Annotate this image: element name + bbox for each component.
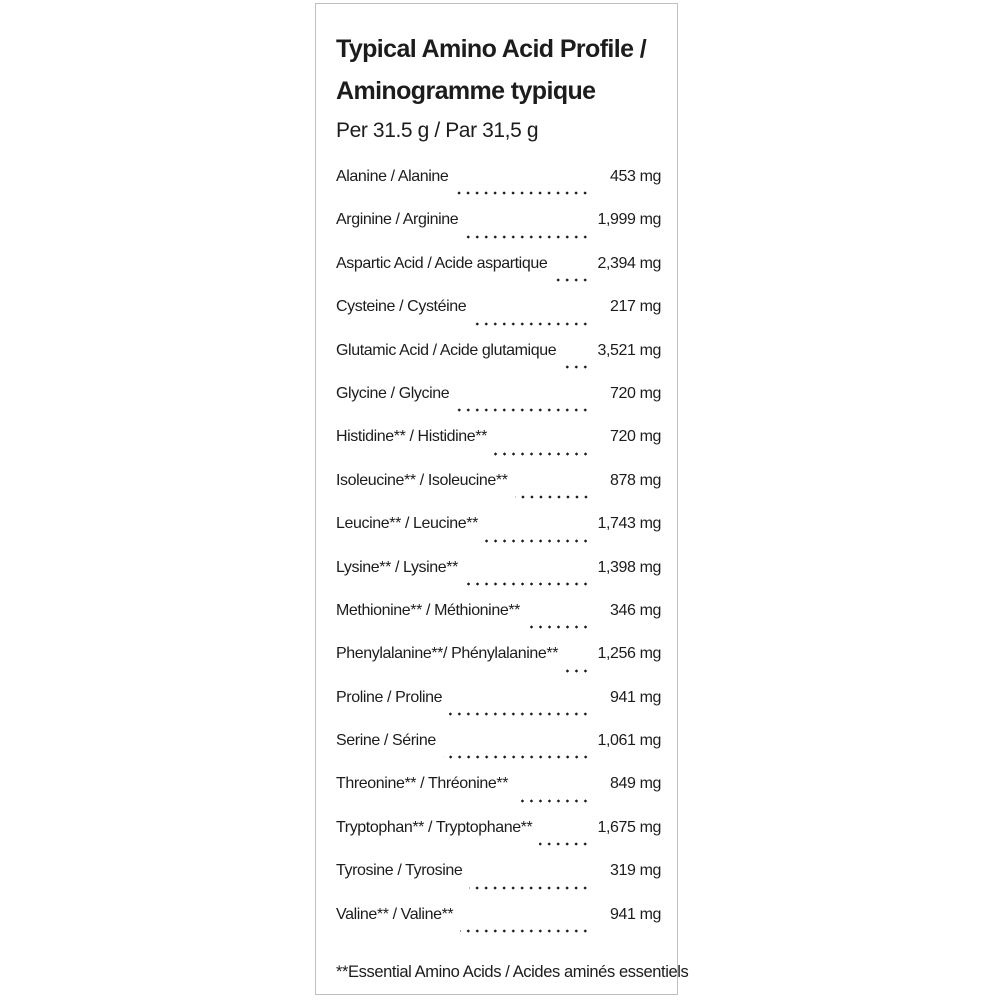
dot-leader <box>563 364 590 369</box>
table-row: Cysteine / Cystéine 217 mg <box>336 298 661 341</box>
dot-leader <box>493 451 590 456</box>
dot-leader <box>514 495 590 500</box>
amino-acid-label: Lysine** / Lysine** <box>336 558 458 576</box>
amino-acid-label: Arginine / Arginine <box>336 211 459 229</box>
amino-acid-profile-panel: Typical Amino Acid Profile / Aminogramme… <box>315 3 689 995</box>
table-row: Phenylalanine**/ Phénylalanine** 1,256 m… <box>336 645 661 688</box>
dot-leader <box>449 712 590 717</box>
amino-acid-label: Glutamic Acid / Acide glutamique <box>336 341 557 359</box>
dot-leader <box>464 581 590 586</box>
dot-leader <box>442 755 590 760</box>
amino-acid-label: Cysteine / Cystéine <box>336 298 467 316</box>
amino-acid-value: 720 mg <box>610 428 661 446</box>
amino-acid-value: 319 mg <box>610 862 661 880</box>
table-row: Glutamic Acid / Acide glutamique 3,521 m… <box>336 342 661 385</box>
dot-leader <box>554 278 590 283</box>
amino-acid-label: Proline / Proline <box>336 688 443 706</box>
amino-acid-label: Tryptophan** / Tryptophane** <box>336 818 533 836</box>
table-row: Glycine / Glycine 720 mg <box>336 385 661 428</box>
amino-acid-value: 1,743 mg <box>597 515 661 533</box>
table-row: Alanine / Alanine 453 mg <box>336 168 661 211</box>
table-row: Lysine** / Lysine** 1,398 mg <box>336 559 661 602</box>
amino-acid-label: Phenylalanine**/ Phénylalanine** <box>336 645 559 663</box>
amino-acid-value: 453 mg <box>610 168 661 185</box>
table-row: Isoleucine** / Isoleucine** 878 mg <box>336 472 661 515</box>
amino-acid-value: 720 mg <box>610 384 661 402</box>
table-row: Tyrosine / Tyrosine 319 mg <box>336 862 661 905</box>
amino-acid-label: Leucine** / Leucine** <box>336 515 478 533</box>
table-row: Proline / Proline 941 mg <box>336 689 661 732</box>
amino-acid-value: 1,675 mg <box>597 818 661 836</box>
dot-leader <box>515 798 590 803</box>
table-row: Threonine** / Thréonine** 849 mg <box>336 775 661 818</box>
amino-acid-value: 1,061 mg <box>597 732 661 750</box>
essential-amino-acids-footnote: **Essential Amino Acids / Acides aminés … <box>336 963 689 982</box>
table-row: Serine / Sérine 1,061 mg <box>336 732 661 775</box>
amino-acid-label: Tyrosine / Tyrosine <box>336 862 463 880</box>
panel-title-line1: Typical Amino Acid Profile / <box>336 35 647 63</box>
amino-acid-value: 941 mg <box>610 688 661 706</box>
panel-title-line2: Aminogramme typique <box>336 77 596 105</box>
amino-acid-value: 217 mg <box>610 298 661 316</box>
dot-leader <box>527 625 590 630</box>
amino-acid-value: 941 mg <box>610 905 661 923</box>
amino-acid-value: 849 mg <box>610 775 661 793</box>
dot-leader <box>469 885 590 890</box>
table-row: Leucine** / Leucine** 1,743 mg <box>336 515 661 558</box>
amino-acid-value: 2,394 mg <box>597 254 661 272</box>
amino-acid-label: Alanine / Alanine <box>336 168 449 185</box>
dot-leader <box>456 408 590 413</box>
table-row: Valine** / Valine** 941 mg <box>336 906 661 949</box>
table-row: Methionine** / Méthionine** 346 mg <box>336 602 661 645</box>
table-row: Aspartic Acid / Acide aspartique 2,394 m… <box>336 255 661 298</box>
table-row: Tryptophan** / Tryptophane** 1,675 mg <box>336 819 661 862</box>
serving-size: Per 31.5 g / Par 31,5 g <box>336 119 539 142</box>
amino-acid-value: 1,398 mg <box>597 558 661 576</box>
dot-leader <box>460 929 590 934</box>
dot-leader <box>473 321 590 326</box>
amino-acid-label: Glycine / Glycine <box>336 384 450 402</box>
amino-acid-label: Threonine** / Thréonine** <box>336 775 509 793</box>
amino-acid-value: 878 mg <box>610 471 661 489</box>
amino-acid-table: Alanine / Alanine 453 mg Arginine / Argi… <box>336 168 661 949</box>
table-row: Arginine / Arginine 1,999 mg <box>336 211 661 254</box>
amino-acid-label: Aspartic Acid / Acide aspartique <box>336 254 548 272</box>
table-row: Histidine** / Histidine** 720 mg <box>336 428 661 471</box>
dot-leader <box>484 538 590 543</box>
dot-leader <box>565 668 590 673</box>
amino-acid-label: Valine** / Valine** <box>336 905 454 923</box>
amino-acid-value: 1,256 mg <box>597 645 661 663</box>
dot-leader <box>465 234 590 239</box>
amino-acid-label: Isoleucine** / Isoleucine** <box>336 471 508 489</box>
amino-acid-label: Histidine** / Histidine** <box>336 428 487 446</box>
dot-leader <box>455 191 590 196</box>
amino-acid-value: 3,521 mg <box>597 341 661 359</box>
dot-leader <box>539 842 590 847</box>
amino-acid-value: 1,999 mg <box>597 211 661 229</box>
amino-acid-value: 346 mg <box>610 601 661 619</box>
amino-acid-label: Serine / Sérine <box>336 732 436 750</box>
amino-acid-label: Methionine** / Méthionine** <box>336 601 520 619</box>
